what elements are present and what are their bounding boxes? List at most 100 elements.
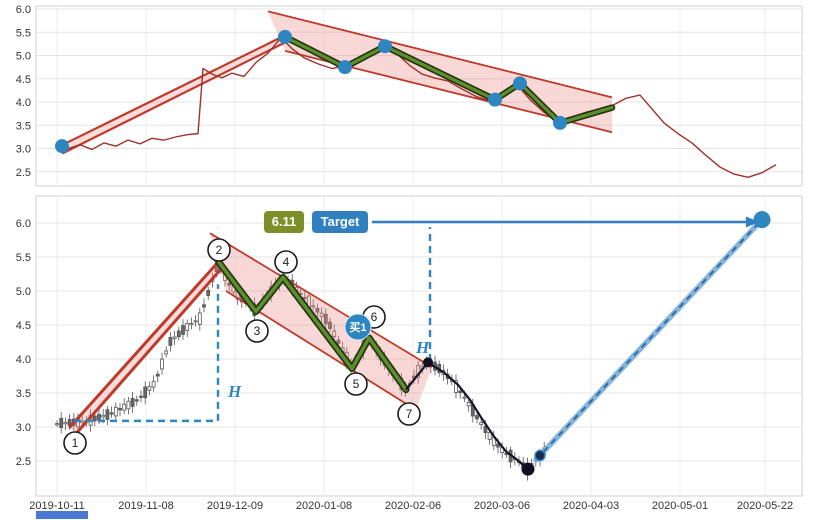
candle-body	[315, 307, 320, 313]
candle-body	[101, 414, 106, 418]
candle-body	[63, 421, 68, 425]
candle-body	[155, 373, 160, 377]
target-badge-label: Target	[321, 214, 360, 229]
y-axis-label: 6.0	[16, 218, 31, 230]
uptrend-line	[74, 266, 224, 436]
pivot-dot[interactable]	[338, 60, 352, 75]
y-axis-label: 5.5	[16, 27, 31, 39]
candle-body	[458, 390, 463, 394]
uptrend-line	[68, 259, 221, 429]
y-axis-label: 2.5	[16, 456, 31, 468]
candle-body	[59, 418, 64, 429]
timeline-scrollbar[interactable]	[36, 511, 88, 519]
candle-body	[139, 395, 143, 398]
wave-number-label: 5	[353, 377, 360, 391]
annotation-layer: 6.11 Target H H	[36, 211, 759, 519]
uptrend-line	[61, 41, 287, 155]
wave-number-label: 3	[254, 324, 261, 338]
candle-body	[172, 336, 177, 340]
candle-body	[176, 330, 181, 338]
uptrend-fill	[70, 261, 222, 434]
trend-channel-upper-line	[209, 232, 433, 368]
wave-number-circle[interactable]	[274, 250, 298, 274]
wave-number-circle[interactable]	[344, 372, 368, 396]
x-axis-label: 2020-05-22	[737, 500, 793, 512]
candle-body	[118, 407, 122, 411]
candle-body	[92, 415, 97, 422]
candle-body	[130, 397, 135, 407]
y-axis-label: 3.5	[16, 388, 31, 400]
x-axis-label: 2020-02-06	[385, 500, 441, 512]
pivot-dot[interactable]	[378, 39, 392, 54]
y-axis-label: 4.5	[16, 320, 31, 332]
wave-number-circle[interactable]	[245, 319, 269, 343]
daily-chart-panel: 6.0 5.5 5.0 4.5 4.0 3.5 3.0 2.5 2019-10-11 2019-1…	[16, 195, 803, 512]
pivot-dot[interactable]	[488, 92, 502, 107]
wave-number-label: 1	[72, 436, 79, 450]
trend-channel-fill	[210, 233, 432, 410]
pivot-dot[interactable]	[278, 29, 292, 44]
decline-line	[405, 361, 529, 470]
measure-badge[interactable]	[264, 211, 304, 233]
y-axis-label: 2.5	[16, 167, 31, 179]
candle-body	[97, 413, 101, 421]
pivot-dot[interactable]	[513, 76, 527, 91]
candle-body	[193, 320, 198, 323]
wave-number-circle[interactable]	[207, 238, 231, 262]
wave-number-label: 2	[216, 243, 223, 257]
candle-body	[479, 422, 484, 426]
pivot-dot[interactable]	[521, 462, 535, 476]
x-axis-label: 2019-12-09	[207, 500, 263, 512]
wave-number-circle[interactable]	[63, 431, 87, 455]
candle-body	[164, 350, 169, 355]
candle-body	[168, 337, 173, 346]
x-axis-label: 2020-01-08	[296, 500, 352, 512]
target-badge[interactable]	[312, 211, 368, 233]
candle-body	[181, 325, 185, 335]
y-axis-label: 5.5	[16, 252, 31, 264]
candle-body	[483, 425, 488, 433]
candle-body	[206, 290, 211, 296]
candle-body	[189, 323, 194, 326]
pivot-dot[interactable]	[553, 115, 567, 130]
candle-body	[160, 358, 164, 370]
weekly-chart-panel: 6.0 5.5 5.0 4.5 4.0 3.5 3.0 2.5	[16, 4, 803, 187]
buy-marker-label: 买1	[349, 321, 366, 334]
y-axis-label: 6.0	[16, 4, 31, 16]
wave-number-label: 7	[406, 407, 413, 421]
pivot-dot[interactable]	[423, 357, 433, 368]
candle-body	[332, 330, 337, 337]
candle-body	[328, 321, 332, 329]
measure-badge-label: 6.11	[272, 214, 297, 229]
panel-border	[35, 5, 803, 187]
height-label-2: H	[415, 338, 430, 357]
candle-body	[134, 399, 139, 402]
candle-body	[202, 304, 206, 308]
wave-number-label: 4	[283, 255, 290, 269]
y-axis-label: 4.0	[16, 354, 31, 366]
uptrend-fill	[57, 36, 285, 154]
target-dot[interactable]	[753, 211, 771, 229]
buy-marker[interactable]	[344, 313, 372, 341]
x-axis-label: 2020-04-03	[563, 500, 619, 512]
candle-body	[311, 305, 316, 308]
y-axis-label: 5.0	[16, 51, 31, 63]
candle-body	[143, 386, 148, 399]
y-axis-label: 3.0	[16, 422, 31, 434]
candle-body	[55, 423, 59, 426]
wave-number-label: 6	[371, 310, 378, 324]
y-axis-label: 4.0	[16, 97, 31, 109]
x-axis-label: 2020-05-01	[652, 500, 708, 512]
wave-zigzag	[217, 260, 408, 392]
wave-number-circle[interactable]	[397, 402, 421, 426]
pivot-dot[interactable]	[534, 449, 546, 462]
candle-body	[336, 339, 341, 344]
candle-body	[475, 415, 479, 420]
projection-line	[533, 216, 765, 463]
candle-body	[126, 400, 131, 410]
pivot-dot[interactable]	[55, 139, 69, 154]
candle-body	[109, 412, 114, 415]
candle-body	[147, 386, 152, 391]
